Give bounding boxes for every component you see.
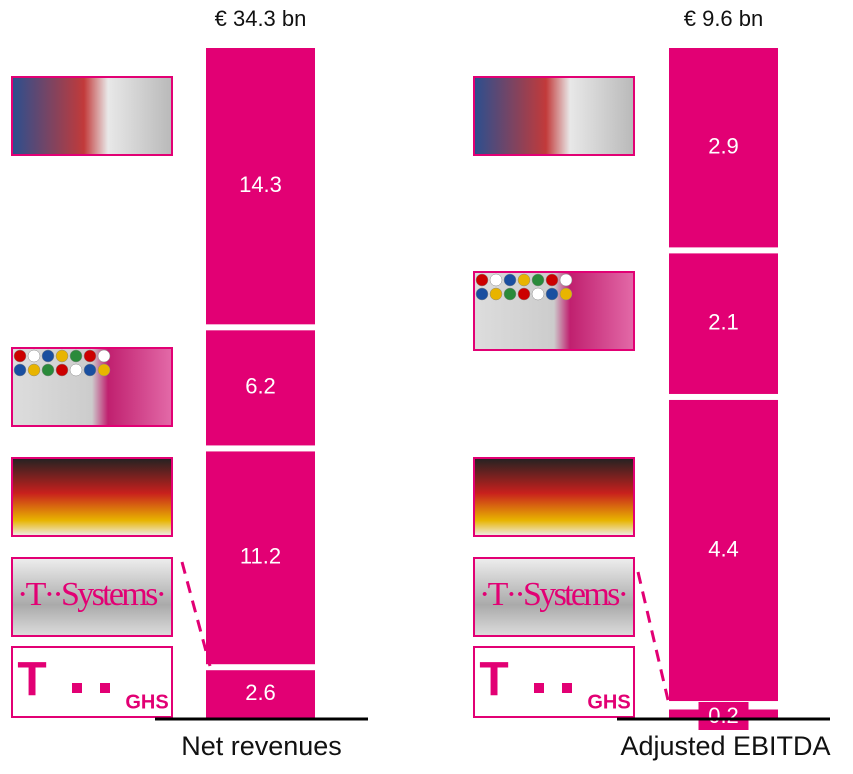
flag-icon: [55, 349, 69, 363]
flag-icon: [475, 273, 489, 287]
flag-icon: [55, 363, 69, 377]
value-label: 11.2: [240, 544, 281, 569]
logo-dot: [534, 683, 544, 693]
t-logo: T: [479, 654, 508, 707]
value-label-box: [698, 702, 749, 730]
value-label: 2.6: [245, 680, 276, 705]
t-systems-logo: ·T··Systems·: [479, 576, 629, 613]
usa-image: [473, 76, 635, 156]
flag-icon: [559, 287, 573, 301]
flag-icon: [531, 273, 545, 287]
flag-icon: [559, 273, 573, 287]
t-systems-image: [473, 557, 635, 637]
chart-total: € 34.3 bn: [215, 6, 307, 31]
bar-segment: [206, 451, 315, 665]
value-label: 6.2: [245, 374, 276, 399]
bar-segment: [669, 253, 778, 394]
bar-segment: [206, 48, 315, 325]
value-label: 4.4: [708, 536, 739, 561]
flag-icon: [489, 287, 503, 301]
flag-icon: [83, 363, 97, 377]
germany-image: [473, 457, 635, 537]
flag-icon: [503, 273, 517, 287]
logo-dot: [562, 683, 572, 693]
bar-segment: [206, 670, 315, 718]
ghs-logo: GHS: [125, 691, 168, 713]
flag-icon: [41, 349, 55, 363]
flag-icon: [517, 273, 531, 287]
value-label: 2.9: [708, 134, 739, 159]
logo-dot: [72, 683, 82, 693]
logo-dot: [100, 683, 110, 693]
value-label: 2.1: [708, 309, 739, 334]
value-label: 14.3: [239, 172, 282, 197]
flag-icon: [27, 363, 41, 377]
flag-icon: [69, 363, 83, 377]
flag-icon: [13, 349, 27, 363]
t-systems-image: [11, 557, 173, 637]
value-label: 0.2: [708, 703, 739, 728]
bar-segment: [669, 48, 778, 248]
x-axis-label: Net revenues: [181, 731, 342, 761]
flag-icon: [41, 363, 55, 377]
ghs-image: [473, 646, 635, 718]
bar-segment: [669, 399, 778, 702]
x-axis-label: Adjusted EBITDA: [620, 731, 830, 761]
flag-icon: [27, 349, 41, 363]
flag-icon: [69, 349, 83, 363]
flag-icon: [531, 287, 545, 301]
flag-icon: [97, 349, 111, 363]
germany-image: [11, 457, 173, 537]
ghs-image: [11, 646, 173, 718]
flag-icon: [517, 287, 531, 301]
flag-icon: [503, 287, 517, 301]
t-systems-logo: ·T··Systems·: [17, 576, 167, 613]
flag-icon: [545, 287, 559, 301]
connector: [636, 571, 670, 701]
flag-icon: [475, 287, 489, 301]
t-logo: T: [17, 654, 46, 707]
bar-segment: [206, 330, 315, 446]
flag-icon: [83, 349, 97, 363]
ghs-logo: GHS: [587, 691, 630, 713]
flag-icon: [97, 363, 111, 377]
connector: [180, 561, 212, 667]
chart-total: € 9.6 bn: [684, 6, 764, 31]
flag-icon: [13, 363, 27, 377]
flag-icon: [489, 273, 503, 287]
usa-image: [11, 76, 173, 156]
flag-icon: [545, 273, 559, 287]
